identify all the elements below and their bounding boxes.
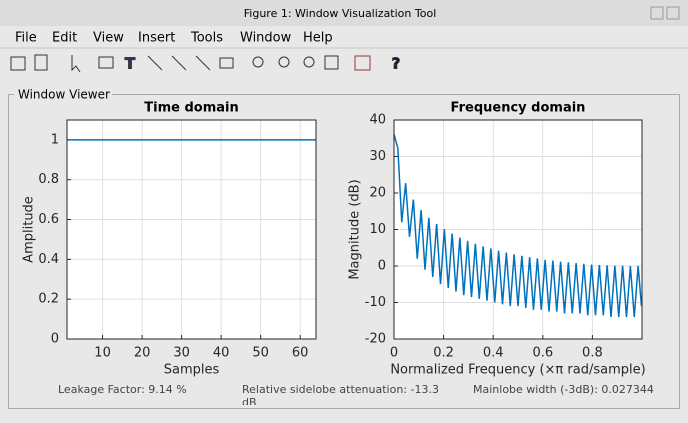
y-tick-label: 0 [51, 332, 59, 347]
y-tick-label: 30 [369, 149, 386, 164]
menu-item[interactable]: Insert [138, 31, 175, 46]
x-tick-label: 60 [292, 346, 309, 361]
y-tick-label: 0.8 [38, 172, 59, 187]
menu-item[interactable]: Help [303, 31, 333, 46]
x-axis-label: Samples [164, 363, 220, 378]
help-button[interactable]: ? [391, 54, 401, 73]
chart-title: Time domain [144, 101, 238, 116]
title-bar [0, 0, 688, 26]
x-tick-label: 40 [213, 346, 230, 361]
double-arrow-button[interactable] [147, 55, 163, 71]
text-button[interactable]: T [124, 54, 136, 73]
y-tick-label: 0.2 [38, 292, 59, 307]
x-tick-label: 0.2 [433, 346, 454, 361]
y-tick-label: 40 [369, 113, 386, 128]
y-tick-label: 0.4 [38, 252, 59, 267]
minimize-button[interactable] [650, 6, 664, 20]
menu-item[interactable]: Edit [52, 31, 77, 46]
arrow-button[interactable] [171, 55, 187, 71]
status-text: Leakage Factor: 9.14 % [58, 383, 187, 396]
x-axis-label: Normalized Frequency (×π rad/sample) [390, 363, 645, 378]
axes-frame [393, 119, 643, 340]
y-tick-label: 0 [378, 259, 386, 274]
status-text: Mainlobe width (-3dB): 0.027344 [473, 383, 654, 396]
menu-item[interactable]: Window [240, 31, 292, 46]
x-tick-label: 50 [252, 346, 269, 361]
zoom-y-button[interactable] [303, 56, 315, 68]
status-text: Relative sidelobe attenuation: -13.3 dB [242, 383, 439, 405]
pin-button[interactable] [219, 57, 234, 69]
legend-button[interactable] [354, 55, 371, 71]
y-tick-label: 0.6 [38, 212, 59, 227]
zoom-in-button[interactable] [252, 56, 264, 68]
y-axis-label: Amplitude [22, 196, 37, 263]
panel-border [8, 94, 680, 409]
close-button[interactable] [666, 6, 680, 20]
chart-title: Frequency domain [451, 101, 586, 116]
data-line [393, 134, 643, 318]
rectangle-button[interactable] [98, 56, 114, 69]
x-tick-label: 0.6 [532, 346, 553, 361]
menu-item[interactable]: View [93, 31, 124, 46]
y-tick-label: 1 [51, 132, 59, 147]
y-tick-label: -10 [365, 295, 386, 310]
x-tick-label: 30 [173, 346, 190, 361]
window-title: Figure 1: Window Visualization Tool [244, 7, 437, 20]
y-tick-label: -20 [365, 332, 386, 347]
menu-item[interactable]: File [15, 31, 37, 46]
x-tick-label: 20 [134, 346, 151, 361]
x-tick-label: 0.4 [483, 346, 504, 361]
axes-background [67, 120, 316, 339]
fit-button[interactable] [324, 55, 339, 70]
panel-title: Window Viewer [18, 88, 110, 102]
x-tick-label: 10 [94, 346, 111, 361]
print-button[interactable] [10, 56, 26, 71]
select-button[interactable] [71, 55, 81, 73]
zoom-x-button[interactable] [278, 56, 290, 68]
print-preview-button[interactable] [34, 54, 48, 71]
x-tick-label: 0.8 [582, 346, 603, 361]
y-tick-label: 10 [369, 222, 386, 237]
x-tick-label: 0 [390, 346, 398, 361]
toolbar: T ? [10, 54, 401, 73]
axes-frame [66, 119, 317, 340]
menu-item[interactable]: Tools [190, 31, 223, 46]
y-tick-label: 20 [369, 186, 386, 201]
line-button[interactable] [195, 55, 211, 71]
panel-label-bg [14, 87, 112, 101]
y-axis-label: Magnitude (dB) [348, 179, 363, 279]
